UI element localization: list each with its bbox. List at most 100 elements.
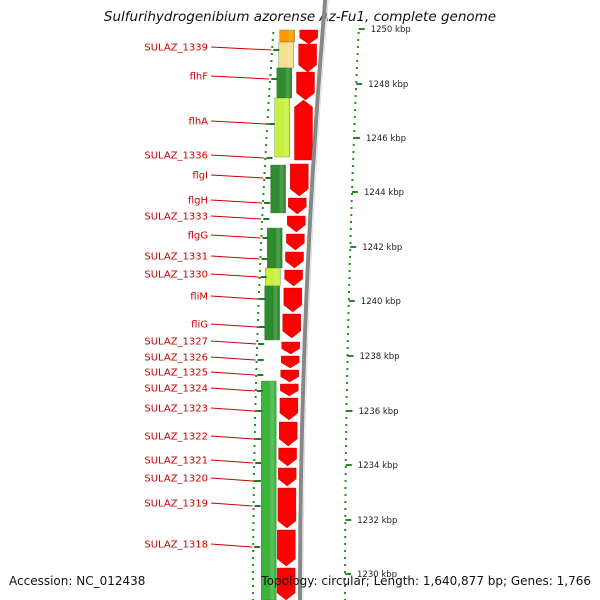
track-dot xyxy=(261,214,264,216)
track-dot xyxy=(346,361,349,363)
track-dot xyxy=(344,557,347,559)
gene-label: SULAZ_1324 xyxy=(144,384,208,395)
gene-leader-line xyxy=(210,273,259,278)
cds-arrow xyxy=(296,71,315,101)
gene-leader-line xyxy=(210,371,256,376)
gene-label: SULAZ_1322 xyxy=(144,432,208,443)
track-dot xyxy=(347,333,349,335)
track-dot xyxy=(256,340,259,342)
track-dot xyxy=(350,221,352,223)
gene-marker xyxy=(266,157,273,159)
gene-leader-line xyxy=(210,459,254,464)
track-dot xyxy=(350,200,353,202)
track-dot xyxy=(267,102,270,104)
kbp-tick xyxy=(350,246,357,248)
track-dot xyxy=(252,592,254,594)
kbp-tick xyxy=(345,519,352,521)
genome-backbone xyxy=(298,0,329,600)
gene-marker xyxy=(258,326,265,328)
track-dot xyxy=(269,81,271,83)
track-dot xyxy=(347,312,350,314)
track-dot xyxy=(252,550,255,552)
gene-label: SULAZ_1327 xyxy=(144,337,208,348)
track-dot xyxy=(264,151,267,153)
gene-leader-line xyxy=(210,477,253,482)
cds-arrow xyxy=(281,341,300,355)
track-dot xyxy=(252,522,255,524)
gene-marker xyxy=(255,438,262,440)
track-dot xyxy=(262,200,265,202)
track-dot xyxy=(253,466,256,468)
track-dot xyxy=(265,130,268,132)
track-dot xyxy=(252,494,255,496)
gene-marker xyxy=(254,480,261,482)
track-dot xyxy=(268,95,271,97)
track-dot xyxy=(256,333,259,335)
track-dot xyxy=(347,298,350,300)
gene-leader-line xyxy=(210,295,258,300)
cds-arrow xyxy=(278,467,297,487)
gene-label: flgI xyxy=(192,171,208,182)
gene-leader-line xyxy=(210,215,262,220)
track-dot xyxy=(344,571,346,573)
cds-arrow xyxy=(294,99,313,161)
track-dot xyxy=(255,375,258,377)
cds-arrow xyxy=(277,487,297,529)
cds-arrow xyxy=(278,447,297,467)
kbp-tick-label: 1240 kbp xyxy=(361,297,401,307)
track-dot xyxy=(354,109,357,111)
map-title: Sulfurihydrogenibium azorense Az-Fu1, co… xyxy=(103,9,497,25)
track-dot xyxy=(346,347,349,349)
cds-arrow xyxy=(279,421,298,447)
track-dot xyxy=(353,116,356,118)
track-dot xyxy=(352,158,355,160)
kbp-tick-label: 1238 kbp xyxy=(360,352,400,362)
track-dot xyxy=(252,515,255,517)
track-dot xyxy=(269,67,272,69)
cds-arrow xyxy=(281,355,300,369)
track-dot xyxy=(253,452,256,454)
track-dot xyxy=(254,389,257,391)
track-dot xyxy=(348,291,350,293)
gene-label: SULAZ_1326 xyxy=(144,353,208,364)
track-dot xyxy=(356,60,359,62)
feature-block xyxy=(274,97,290,158)
track-dot xyxy=(264,158,267,160)
gene-label: flgH xyxy=(188,196,208,207)
gene-leader-line xyxy=(210,340,257,345)
cds-arrow xyxy=(298,43,317,73)
track-dot xyxy=(345,403,348,405)
track-dot xyxy=(357,32,360,34)
gene-marker xyxy=(259,298,266,300)
track-dot xyxy=(347,326,350,328)
track-dot xyxy=(344,578,346,580)
track-dot xyxy=(345,431,348,433)
gene-leader-line xyxy=(210,387,255,392)
track-dot xyxy=(355,88,357,90)
track-dot xyxy=(259,256,262,258)
track-dot xyxy=(270,53,273,55)
track-dot xyxy=(348,277,351,279)
kbp-tick xyxy=(346,410,353,412)
feature-block xyxy=(261,380,277,600)
track-dot xyxy=(252,578,254,580)
track-dot xyxy=(344,550,347,552)
gene-labels: SULAZ_1339 flhF flhA SULAZ_1336 flgI flgH SULA… xyxy=(144,43,280,551)
track-dot xyxy=(346,340,349,342)
cds-arrow xyxy=(276,567,296,600)
track-dot xyxy=(344,487,347,489)
feature-highlight xyxy=(287,42,292,68)
track-dot xyxy=(252,480,255,482)
track-dot xyxy=(351,193,353,195)
kbp-tick xyxy=(358,28,365,30)
track-dot xyxy=(354,102,357,104)
cds-arrow xyxy=(280,369,299,383)
kbp-tick xyxy=(352,191,358,193)
track-dot xyxy=(254,410,257,412)
track-dot xyxy=(344,522,347,524)
track-dot xyxy=(259,249,262,251)
gene-marker xyxy=(271,78,278,80)
track-dot xyxy=(256,326,259,328)
track-dot xyxy=(253,431,256,433)
